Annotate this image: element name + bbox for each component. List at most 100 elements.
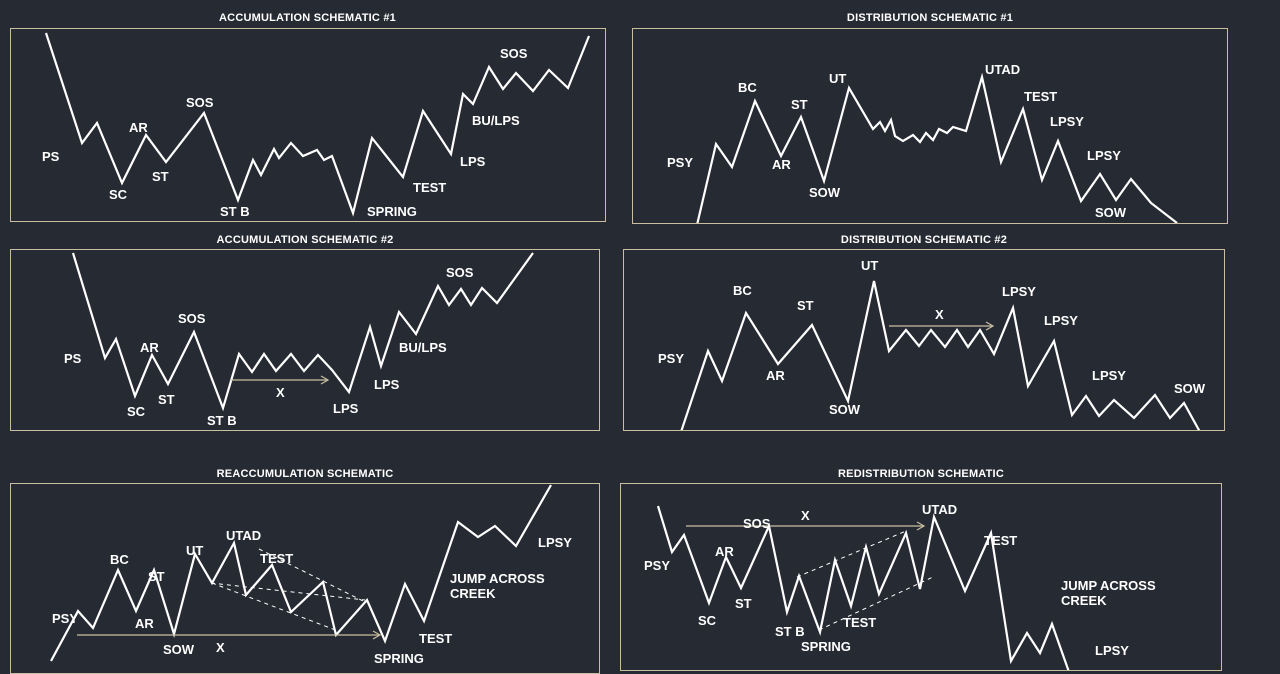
acc2-price-path	[71, 252, 534, 412]
redist-label-spring: SPRING	[801, 639, 851, 654]
reacc-channel-upper	[210, 582, 366, 601]
reacc-title: REACCUMULATION SCHEMATIC	[216, 468, 394, 480]
redist-label-jump1: JUMP ACROSS	[1061, 578, 1156, 593]
acc1-panel: PS SC AR ST SOS ST B SPRING TEST LPS BU/…	[10, 28, 606, 222]
acc1-price-path	[44, 32, 591, 217]
acc1-label-ar: AR	[129, 120, 148, 135]
redist-price-path	[656, 505, 1070, 670]
reacc-label-ar: AR	[135, 616, 154, 631]
dist1-label-ut: UT	[829, 71, 846, 86]
reacc-label-st: ST	[148, 569, 165, 584]
dist2-label-ar: AR	[766, 368, 785, 383]
dist1-diagram: PSY BC AR ST SOW UT UTAD TEST LPSY LPSY …	[667, 62, 1178, 223]
dist1-label-lpsy2: LPSY	[1087, 148, 1121, 163]
redist-label-test1: TEST	[843, 615, 876, 630]
acc1-label-lps: LPS	[460, 154, 486, 169]
reacc-label-spring: SPRING	[374, 651, 424, 666]
redist-panel: PSY SC AR ST SOS X ST B SPRING TEST UTAD…	[620, 483, 1222, 671]
acc1-label-bulps: BU/LPS	[472, 113, 520, 128]
redist-label-stb: ST B	[775, 624, 805, 639]
dist2-label-sow1: SOW	[829, 402, 861, 417]
dist1-label-test: TEST	[1024, 89, 1057, 104]
acc2-label-sos1: SOS	[178, 311, 206, 326]
dist1-label-bc: BC	[738, 80, 757, 95]
reacc-label-ut: UT	[186, 543, 203, 558]
reacc-panel: PSY BC AR ST SOW UT UTAD TEST X SPRING T…	[10, 483, 600, 674]
acc2-label-x: X	[276, 385, 285, 400]
dist2-label-psy: PSY	[658, 351, 684, 366]
reacc-label-sow: SOW	[163, 642, 195, 657]
redist-title: REDISTRIBUTION SCHEMATIC	[838, 468, 1004, 480]
acc2-arrow-head	[320, 375, 330, 385]
dist2-title: DISTRIBUTION SCHEMATIC #2	[840, 234, 1008, 246]
acc2-panel: PS SC AR ST SOS ST B X LPS LPS BU/LPS SO…	[10, 249, 600, 431]
redist-label-sos: SOS	[743, 516, 771, 531]
dist1-label-utad: UTAD	[985, 62, 1020, 77]
acc1-label-sos2: SOS	[500, 46, 528, 61]
acc2-label-lps2: LPS	[374, 377, 400, 392]
dist2-label-bc: BC	[733, 283, 752, 298]
redist-label-lpsy: LPSY	[1095, 643, 1129, 658]
reacc-label-psy: PSY	[52, 611, 78, 626]
reacc-label-jump2: CREEK	[450, 586, 496, 601]
dist1-label-lpsy1: LPSY	[1050, 114, 1084, 129]
reacc-label-test1: TEST	[260, 551, 293, 566]
acc2-label-st: ST	[158, 392, 175, 407]
acc2-label-ps: PS	[64, 351, 82, 366]
redist-channel-bottom	[818, 576, 934, 631]
dist2-label-st: ST	[797, 298, 814, 313]
dist2-label-lpsy2: LPSY	[1044, 313, 1078, 328]
acc1-label-ps: PS	[42, 149, 60, 164]
acc2-label-ar: AR	[140, 340, 159, 355]
reacc-label-jump1: JUMP ACROSS	[450, 571, 545, 586]
reacc-arrow-head	[372, 630, 382, 640]
acc2-diagram: PS SC AR ST SOS ST B X LPS LPS BU/LPS SO…	[64, 252, 534, 428]
dist1-label-sow2: SOW	[1095, 205, 1127, 220]
dist1-label-ar: AR	[772, 157, 791, 172]
dist2-arrow-head	[985, 321, 995, 331]
dist2-panel: PSY BC AR ST SOW UT X LPSY LPSY LPSY SOW	[623, 249, 1225, 431]
acc1-diagram: PS SC AR ST SOS ST B SPRING TEST LPS BU/…	[42, 32, 591, 219]
reacc-diagram: PSY BC AR ST SOW UT UTAD TEST X SPRING T…	[50, 484, 572, 666]
dist2-label-sow2: SOW	[1174, 381, 1206, 396]
dist2-diagram: PSY BC AR ST SOW UT X LPSY LPSY LPSY SOW	[658, 258, 1206, 430]
redist-label-jump2: CREEK	[1061, 593, 1107, 608]
redist-label-utad: UTAD	[922, 502, 957, 517]
dist2-label-x: X	[935, 307, 944, 322]
dist1-label-st: ST	[791, 97, 808, 112]
dist2-label-ut: UT	[861, 258, 878, 273]
dist1-title: DISTRIBUTION SCHEMATIC #1	[846, 12, 1014, 24]
acc2-label-sc: SC	[127, 404, 146, 419]
acc1-label-st: ST	[152, 169, 169, 184]
redist-label-psy: PSY	[644, 558, 670, 573]
reacc-label-utad: UTAD	[226, 528, 261, 543]
dist2-label-lpsy3: LPSY	[1092, 368, 1126, 383]
reacc-channel-top	[258, 548, 364, 602]
reacc-channel-bottom	[211, 582, 339, 632]
acc1-label-spring: SPRING	[367, 204, 417, 219]
acc1-label-test: TEST	[413, 180, 446, 195]
acc1-label-sc: SC	[109, 187, 128, 202]
acc1-label-sos1: SOS	[186, 95, 214, 110]
acc2-title: ACCUMULATION SCHEMATIC #2	[216, 234, 394, 246]
reacc-label-x: X	[216, 640, 225, 655]
dist1-label-sow1: SOW	[809, 185, 841, 200]
reacc-label-lpsy: LPSY	[538, 535, 572, 550]
acc2-label-bulps: BU/LPS	[399, 340, 447, 355]
redist-label-st: ST	[735, 596, 752, 611]
redist-arrow-head	[916, 521, 926, 531]
dist2-price-path	[680, 280, 1201, 430]
reacc-label-bc: BC	[110, 552, 129, 567]
dist1-panel: PSY BC AR ST SOW UT UTAD TEST LPSY LPSY …	[632, 28, 1228, 224]
redist-label-test2: TEST	[984, 533, 1017, 548]
redist-label-sc: SC	[698, 613, 717, 628]
redist-channel-top	[796, 530, 907, 578]
redist-label-x: X	[801, 508, 810, 523]
reacc-price-path	[50, 484, 552, 662]
acc1-label-stb: ST B	[220, 204, 250, 219]
acc1-title: ACCUMULATION SCHEMATIC #1	[219, 12, 396, 24]
dist1-label-psy: PSY	[667, 155, 693, 170]
acc2-label-stb: ST B	[207, 413, 237, 428]
redist-label-ar: AR	[715, 544, 734, 559]
acc2-label-sos2: SOS	[446, 265, 474, 280]
